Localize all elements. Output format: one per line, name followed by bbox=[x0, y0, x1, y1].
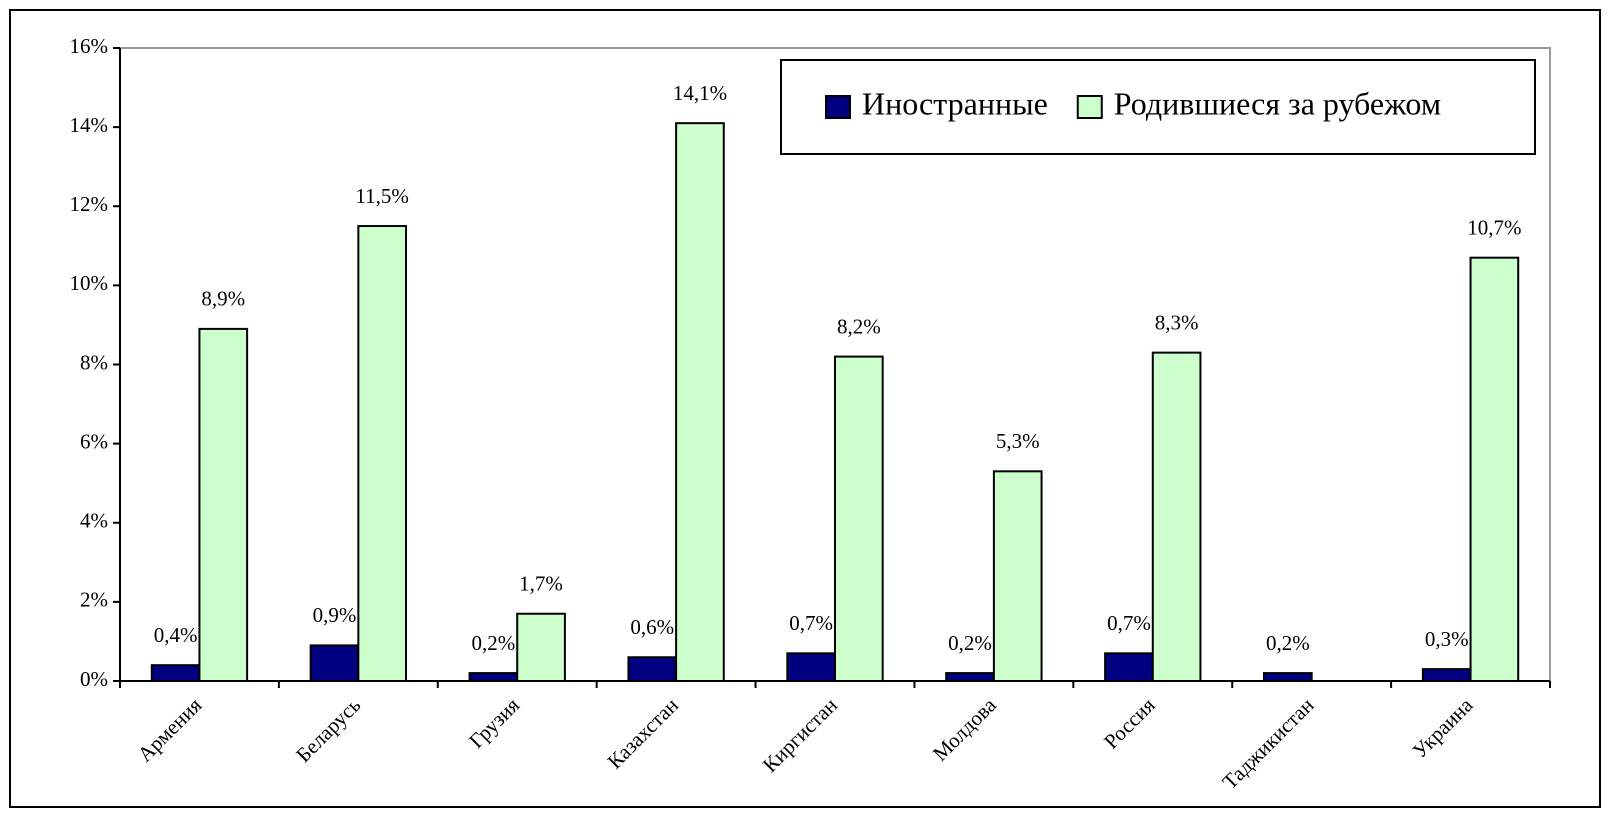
data-label: 0,3% bbox=[1425, 627, 1469, 651]
y-tick-label: 6% bbox=[80, 429, 108, 453]
bar bbox=[675, 122, 725, 682]
bar bbox=[468, 672, 519, 683]
bar bbox=[1469, 256, 1520, 682]
bar bbox=[150, 664, 201, 682]
legend-swatch bbox=[825, 95, 851, 119]
y-tick-label: 8% bbox=[80, 350, 108, 374]
y-tick-label: 16% bbox=[70, 34, 109, 58]
bar bbox=[945, 672, 995, 683]
data-label: 0,2% bbox=[948, 631, 992, 655]
data-label: 0,6% bbox=[630, 615, 674, 639]
data-label: 8,3% bbox=[1155, 310, 1199, 334]
data-label: 10,7% bbox=[1467, 215, 1521, 239]
y-tick-label: 14% bbox=[70, 113, 109, 137]
data-label: 0,7% bbox=[789, 611, 833, 635]
bar bbox=[357, 225, 408, 682]
bar bbox=[1104, 652, 1154, 683]
y-tick-label: 12% bbox=[70, 192, 109, 216]
legend-label: Родившиеся за рубежом bbox=[1114, 85, 1441, 121]
bar bbox=[516, 612, 566, 683]
legend-box bbox=[780, 59, 1536, 155]
data-label: 0,2% bbox=[472, 631, 516, 655]
bar bbox=[198, 327, 249, 682]
data-label: 0,9% bbox=[313, 603, 357, 627]
data-label: 8,2% bbox=[837, 314, 881, 338]
bar bbox=[1421, 668, 1472, 682]
data-label: 0,4% bbox=[154, 623, 198, 647]
data-label: 5,3% bbox=[996, 429, 1040, 453]
legend-swatch bbox=[1076, 95, 1103, 119]
y-tick-label: 10% bbox=[70, 271, 109, 295]
bar bbox=[992, 470, 1043, 682]
bar bbox=[627, 656, 678, 683]
legend-label: Иностранные bbox=[862, 85, 1048, 121]
data-label: 1,7% bbox=[519, 572, 563, 596]
data-label: 8,9% bbox=[201, 287, 245, 311]
bar bbox=[786, 652, 836, 683]
bar bbox=[834, 355, 884, 682]
data-label: 11,5% bbox=[355, 184, 408, 208]
data-label: 14,1% bbox=[673, 81, 727, 105]
bar bbox=[1263, 672, 1313, 683]
bar bbox=[1151, 351, 1202, 682]
y-tick-label: 0% bbox=[80, 667, 108, 691]
bar bbox=[309, 644, 360, 682]
data-label: 0,7% bbox=[1107, 611, 1151, 635]
y-tick-label: 4% bbox=[80, 509, 108, 533]
y-tick-label: 2% bbox=[80, 588, 108, 612]
data-label: 0,2% bbox=[1266, 631, 1310, 655]
